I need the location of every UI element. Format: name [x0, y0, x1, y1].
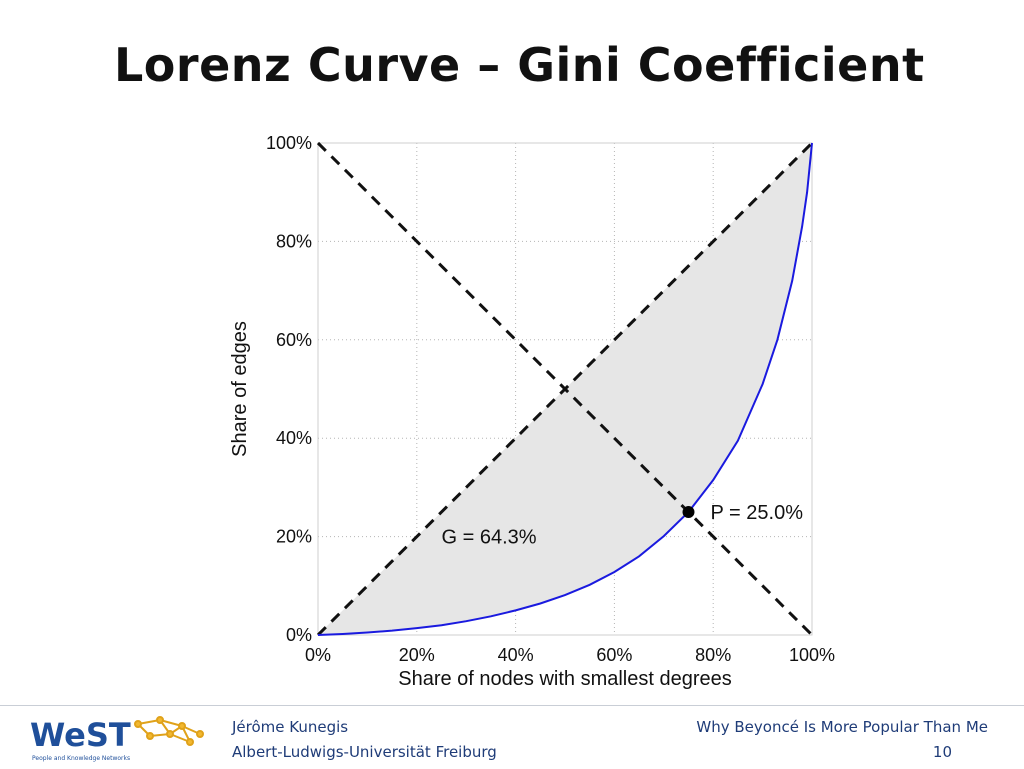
logo-subtext: People and Knowledge Networks: [32, 755, 130, 762]
x-tick-label: 40%: [498, 645, 534, 665]
y-tick-label: 0%: [286, 625, 312, 645]
x-tick-label: 100%: [789, 645, 835, 665]
lorenz-curve-line: [317, 142, 813, 636]
logo-text: WeST: [30, 716, 131, 754]
network-graphic-icon: [134, 716, 204, 746]
x-axis-label: Share of nodes with smallest degrees: [398, 668, 732, 690]
lorenz-chart: 0%0% 20% 20% 40% 40% 60% 60% 80% 80% 100% 100% G =…: [229, 133, 835, 690]
y-tick-label: 20%: [276, 527, 312, 547]
west-logo: WeST People and Knowledge Networks: [30, 716, 204, 762]
y-tick-label: 40%: [276, 428, 312, 448]
slide-title: Lorenz Curve – Gini Coefficient: [114, 38, 925, 92]
y-tick-label: 100%: [266, 133, 312, 153]
footer-bar: WeST People and Knowledge Networks Jérôm…: [0, 705, 1024, 769]
gini-annotation: G = 64.3%: [442, 527, 537, 549]
y-tick-label: 80%: [276, 231, 312, 251]
page-number: 10: [932, 743, 952, 761]
anti-diagonal-line: [316, 141, 814, 637]
plot-frame: [317, 142, 813, 636]
x-tick-label: 80%: [695, 645, 731, 665]
x-tick-label: 60%: [596, 645, 632, 665]
footer-affiliation: Albert-Ludwigs-Universität Freiburg: [232, 743, 497, 761]
y-tick-label: 60%: [276, 330, 312, 350]
x-tick-label: 0%: [305, 645, 331, 665]
y-axis-label: Share of edges: [229, 321, 251, 457]
tick-layer: 0%0% 20% 20% 40% 40% 60% 60% 80% 80% 100% 100%: [266, 133, 835, 665]
footer-author: Jérôme Kunegis: [232, 718, 349, 736]
footer-talk-title: Why Beyoncé Is More Popular Than Me: [696, 718, 988, 736]
x-tick-label: 20%: [399, 645, 435, 665]
marked-point-p: [682, 506, 695, 518]
point-annotation: P = 25.0%: [711, 502, 804, 524]
